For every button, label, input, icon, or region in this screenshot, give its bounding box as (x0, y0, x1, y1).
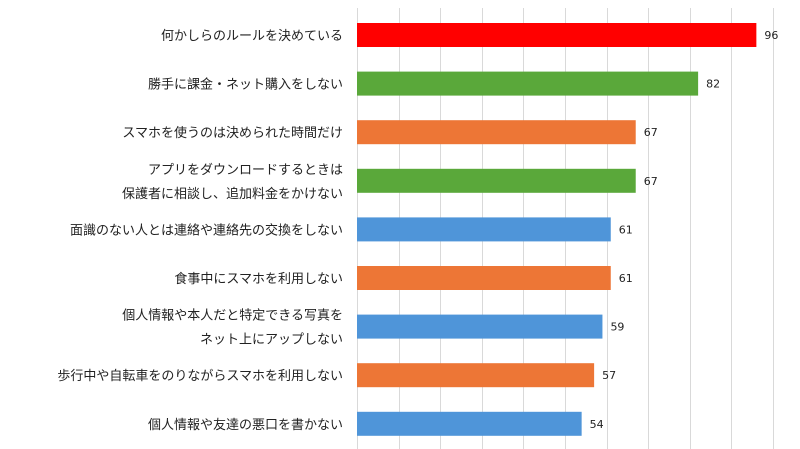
bar (357, 23, 757, 47)
value-label: 59 (610, 321, 624, 334)
value-labels: 96 82 67 67 61 61 59 57 54 (590, 29, 779, 431)
category-labels: 何かしらのルールを決めている勝手に課金・ネット購入をしないスマホを使うのは決めら… (57, 28, 343, 433)
bar (357, 411, 582, 436)
value-label: 54 (590, 418, 604, 431)
category-label: 保護者に相談し、追加料金をかけない (122, 186, 343, 202)
value-label: 61 (619, 272, 633, 285)
category-label: 食事中にスマホを利用しない (174, 271, 343, 287)
category-label: 何かしらのルールを決めている (161, 28, 343, 44)
category-label: アプリをダウンロードするときは (148, 163, 343, 178)
value-label: 67 (644, 175, 658, 188)
bar (357, 120, 636, 145)
bar (357, 71, 699, 96)
value-label: 96 (764, 29, 778, 42)
bar (357, 168, 636, 193)
category-label: 個人情報や本人だと特定できる写真を (122, 309, 343, 324)
value-label: 61 (619, 223, 633, 236)
bar (357, 363, 595, 388)
value-label: 57 (602, 369, 616, 382)
value-label: 67 (644, 126, 658, 139)
category-label: 個人情報や友達の悪口を書かない (148, 417, 343, 433)
category-label: 勝手に課金・ネット購入をしない (148, 77, 343, 93)
bars (357, 23, 757, 436)
value-label: 82 (706, 78, 720, 91)
bar (357, 266, 611, 290)
category-label: スマホを使うのは決められた時間だけ (122, 125, 343, 141)
category-label: 歩行中や自転車をのりながらスマホを利用しない (57, 369, 343, 384)
category-label: 面識のない人とは連絡や連絡先の交換をしない (70, 222, 343, 238)
bar (357, 217, 611, 242)
bar (357, 314, 603, 339)
category-label: ネット上にアップしない (200, 333, 343, 348)
